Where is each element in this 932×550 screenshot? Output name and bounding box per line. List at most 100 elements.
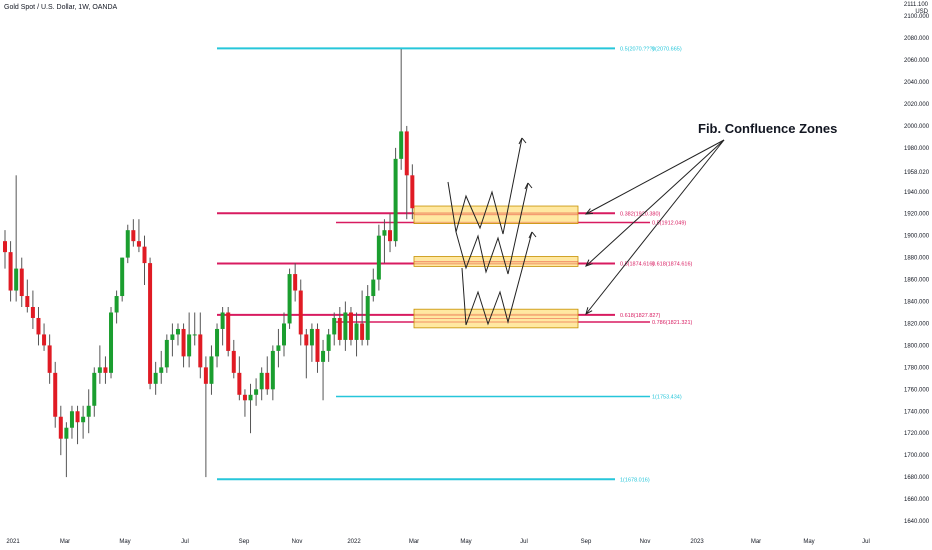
y-tick-label: 1820.000: [904, 321, 930, 327]
candle-body: [64, 427, 69, 439]
y-tick-label: 1900.000: [904, 234, 930, 240]
candle-body: [309, 328, 314, 346]
y-tick-label: 2040.000: [904, 80, 930, 86]
candle-body: [131, 230, 136, 242]
y-tick-label: 2080.000: [904, 36, 930, 42]
y-tick-label: 2100.000: [904, 14, 930, 20]
arrow-head: [518, 137, 527, 145]
candle-body: [3, 241, 7, 253]
candle-body: [25, 296, 30, 308]
x-tick-label: Jul: [520, 539, 528, 545]
y-tick-label: 1720.000: [904, 431, 930, 437]
candle-body: [332, 317, 337, 335]
candle-body: [254, 389, 259, 395]
candle-body: [265, 372, 270, 390]
y-tick-label: 1940.000: [904, 190, 930, 196]
x-tick-label: May: [803, 539, 814, 545]
x-tick-label: May: [119, 539, 130, 545]
x-tick-label: 2023: [690, 539, 704, 545]
candle-body: [259, 372, 264, 390]
candle-body: [120, 257, 125, 297]
fib-level-label: 1(1753.434): [652, 395, 682, 401]
candle-body: [19, 268, 24, 297]
symbol-title: Gold Spot / U.S. Dollar, 1W, OANDA: [4, 4, 118, 11]
candle-body: [148, 263, 153, 384]
candle-body: [175, 328, 180, 335]
fib-level-label: 0(2070.665): [652, 46, 682, 52]
candle-body: [237, 372, 242, 395]
candle-body: [103, 367, 108, 373]
candle-body: [198, 334, 203, 368]
candle-body: [42, 334, 47, 346]
candle-body: [97, 367, 102, 373]
candle-body: [30, 307, 35, 318]
currency-top-price: 2111.100: [903, 2, 928, 8]
candle-body: [14, 268, 19, 291]
fib-level-label: 0.5(2070.???): [620, 46, 654, 52]
candlestick-series[interactable]: [3, 49, 415, 478]
arrow-head: [528, 231, 537, 239]
x-tick-label: 2021: [6, 539, 20, 545]
fib-level-label: 0.5(1874.616): [620, 262, 654, 268]
candle-body: [393, 158, 398, 242]
candle-body: [8, 252, 13, 291]
projection-path: [455, 182, 529, 275]
x-tick-label: Nov: [640, 539, 651, 545]
y-tick-label: 2060.000: [904, 58, 930, 64]
candle-body: [203, 367, 208, 384]
candle-body: [365, 296, 370, 340]
candle-body: [153, 372, 158, 384]
x-tick-label: Nov: [292, 539, 303, 545]
fib-level-label: 1(1678.016): [620, 477, 650, 483]
candle-body: [142, 246, 147, 264]
candle-body: [276, 345, 281, 351]
y-tick-label: 1860.000: [904, 278, 930, 284]
candle-body: [371, 279, 376, 297]
arrow-head: [524, 182, 533, 190]
y-tick-label: 1880.000: [904, 256, 930, 262]
candle-body: [248, 394, 253, 401]
projection-arrows: [447, 137, 725, 326]
candle-body: [282, 323, 286, 346]
candle-body: [192, 334, 197, 336]
candle-body: [209, 356, 214, 384]
callout-arrow-head: [585, 259, 593, 267]
confluence-zones[interactable]: [413, 205, 579, 329]
callout-arrow-head: [584, 208, 594, 215]
time-axis[interactable]: 2021 Mar May Jul Sep Nov 2022 Mar May Jul Sep Nov 20…: [6, 539, 870, 545]
candle-body: [376, 235, 381, 280]
fib-level-label: 0.5(1912.049): [652, 220, 686, 226]
y-tick-label: 1780.000: [904, 365, 930, 371]
candle-body: [321, 350, 326, 362]
x-tick-label: Mar: [60, 539, 70, 545]
candle-body: [226, 312, 231, 351]
callout-arrow: [585, 139, 725, 267]
candle-body: [164, 339, 169, 368]
fib-level-label: 0.618(1874.616): [652, 262, 693, 268]
candle-body: [360, 323, 365, 340]
projection-path: [461, 231, 533, 326]
candle-body: [114, 296, 119, 313]
candle-body: [53, 372, 58, 417]
candle-body: [242, 394, 247, 401]
candle-body: [136, 241, 141, 247]
candle-body: [170, 334, 175, 340]
candle-body: [109, 312, 114, 373]
y-tick-label: 1740.000: [904, 409, 930, 415]
x-tick-label: May: [460, 539, 471, 545]
candle-body: [298, 290, 303, 335]
x-tick-label: 2022: [347, 539, 361, 545]
currency-unit: USD: [915, 9, 928, 15]
y-tick-label: 1760.000: [904, 387, 930, 393]
y-tick-label: 1840.000: [904, 300, 930, 306]
fib-level-label: 0.786(1821.321): [652, 320, 693, 326]
candle-body: [343, 312, 348, 340]
x-tick-label: Mar: [751, 539, 761, 545]
x-tick-label: Jul: [862, 539, 870, 545]
candle-body: [293, 274, 298, 291]
candle-body: [382, 230, 387, 236]
price-axis[interactable]: 1640.000 1660.000 1680.000 1700.000 1720.000…: [904, 14, 930, 525]
fib-level-label: 0.382(1920.380): [620, 211, 661, 217]
candle-body: [399, 131, 404, 159]
